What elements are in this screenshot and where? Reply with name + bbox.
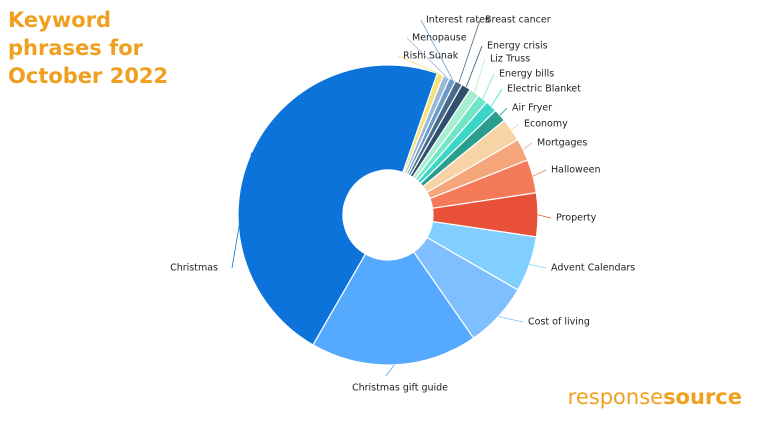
slice-label: Christmas gift guide	[352, 383, 448, 394]
leader-line	[498, 316, 524, 323]
slice	[312, 251, 475, 366]
slice-label: Electric Blanket	[507, 84, 581, 95]
slice-label: Interest rates	[426, 15, 490, 26]
leader-line	[522, 142, 533, 151]
slice-label: Air Fryer	[512, 103, 552, 114]
leader-line	[465, 45, 483, 88]
leader-line	[532, 169, 547, 177]
slice-label: Rishi Sunak	[403, 51, 459, 62]
leader-line	[529, 263, 547, 269]
brand-part: source	[663, 385, 742, 409]
brand-part: response	[568, 385, 663, 409]
slice-label: Halloween	[551, 165, 601, 176]
slice-label: Energy bills	[499, 69, 554, 80]
leader-line	[397, 55, 441, 75]
chart-title: Keyword phrases for October 2022	[8, 8, 169, 88]
slice-label: Advent Calendars	[551, 263, 635, 274]
leader-line	[499, 107, 508, 116]
slice-label: Liz Truss	[490, 54, 530, 65]
slice-label: Christmas	[170, 263, 218, 274]
leader-line	[537, 214, 552, 219]
slice-label: Energy crisis	[487, 41, 548, 52]
brand-logo: responsesource	[568, 385, 742, 409]
slice-label: Economy	[524, 119, 568, 130]
slice-label: Cost of living	[528, 317, 590, 328]
leader-line	[490, 88, 503, 107]
leader-line	[511, 123, 520, 131]
leader-line	[420, 19, 453, 80]
slice-label: Property	[556, 213, 597, 224]
slice-label: Breast cancer	[485, 15, 551, 26]
leader-line	[458, 19, 481, 83]
leader-line	[482, 73, 495, 99]
slice	[237, 64, 439, 346]
slice-label: Menopause	[412, 33, 467, 44]
leader-line	[406, 37, 447, 78]
leader-line	[385, 364, 395, 377]
leader-line	[231, 152, 253, 269]
slice-label: Mortgages	[537, 138, 587, 149]
leader-line	[474, 58, 486, 93]
